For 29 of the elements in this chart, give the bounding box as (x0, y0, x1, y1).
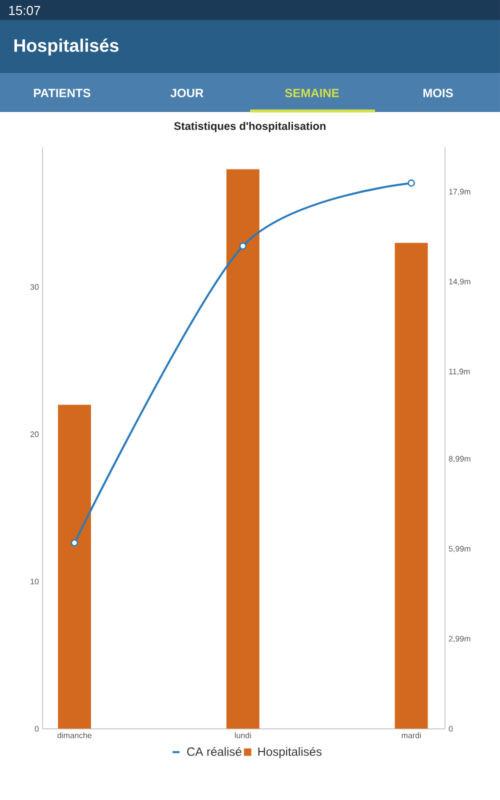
y2-tick-label: 2,99m (448, 636, 470, 642)
y-tick-label: 20 (30, 431, 39, 438)
y2-tick-label: 8,99m (448, 456, 470, 463)
y-tick-label: 0 (34, 726, 39, 732)
text: MOIS (423, 88, 453, 98)
text: 15:07 (9, 6, 40, 16)
y2-tick-label: 5,99m (448, 546, 470, 552)
text: SEMAINE (285, 88, 339, 98)
y2-tick-label: 14,9m (449, 278, 470, 286)
bar (394, 242, 428, 729)
y2-tick-label: 11,9m (449, 368, 470, 376)
legend-label: CA réalisé (187, 746, 242, 756)
y2-tick-label: 0 (448, 726, 453, 732)
y-tick-label: 30 (30, 284, 39, 290)
bar (58, 404, 91, 729)
x-tick-label: dimanche (57, 732, 92, 738)
x-tick-label: mardi (402, 732, 421, 738)
y2-tick-label: 17,9m (449, 188, 470, 196)
chart-title: Statistiques d'hospitalisation (174, 122, 326, 132)
y-tick-label: 10 (30, 578, 39, 584)
point (408, 179, 415, 187)
x-tick-label: lundi (234, 732, 251, 738)
text: PATIENTS (34, 88, 90, 98)
point (239, 242, 247, 250)
point (70, 539, 78, 547)
text: JOUR (170, 88, 204, 98)
text: Hospitalisés (14, 38, 118, 56)
legend-label: Hospitalisés (258, 746, 322, 758)
bar (226, 169, 260, 729)
